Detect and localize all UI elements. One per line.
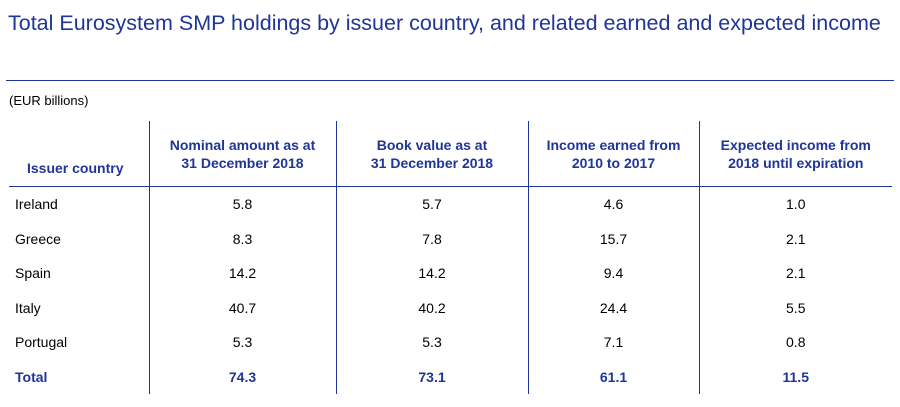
table-header-row: Issuer country Nominal amount as at 31 D… — [9, 121, 892, 187]
cell-book: 7.8 — [335, 221, 528, 256]
cell-country: Greece — [15, 230, 61, 247]
cell-nominal: 8.3 — [148, 221, 336, 256]
header-earned-line-1: Income earned from — [546, 136, 681, 153]
title-divider — [6, 80, 894, 81]
cell-total-nominal: 74.3 — [148, 359, 336, 394]
cell-nominal: 5.8 — [148, 186, 336, 222]
header-expected-line-1: Expected income from — [720, 136, 871, 153]
table-row: Spain 14.2 14.2 9.4 2.1 — [9, 256, 892, 291]
table-row: Greece 8.3 7.8 15.7 2.1 — [9, 221, 892, 256]
cell-earned: 24.4 — [527, 290, 699, 325]
cell-country: Portugal — [15, 334, 68, 351]
header-nominal-line-2: 31 December 2018 — [181, 154, 304, 171]
cell-country: Ireland — [15, 196, 58, 213]
header-book-line-2: 31 December 2018 — [370, 154, 494, 171]
header-issuer-country: Issuer country — [9, 121, 149, 187]
table-total-row: Total 74.3 73.1 61.1 11.5 — [9, 359, 892, 394]
header-nominal-amount: Nominal amount as at 31 December 2018 — [148, 121, 336, 187]
cell-expected: 1.0 — [698, 186, 892, 222]
header-earned-line-2: 2010 to 2017 — [571, 154, 656, 171]
cell-nominal: 14.2 — [148, 256, 336, 291]
cell-earned: 4.6 — [527, 186, 699, 222]
cell-book: 40.2 — [335, 290, 528, 325]
cell-expected: 2.1 — [698, 221, 892, 256]
header-book-value: Book value as at 31 December 2018 — [335, 121, 528, 187]
cell-country: Italy — [15, 299, 41, 316]
cell-nominal: 5.3 — [148, 325, 336, 360]
cell-earned: 15.7 — [527, 221, 699, 256]
header-expected-income: Expected income from 2018 until expirati… — [698, 121, 892, 187]
cell-book: 14.2 — [335, 256, 528, 291]
cell-expected: 0.8 — [698, 325, 892, 360]
cell-earned: 9.4 — [527, 256, 699, 291]
cell-total-book: 73.1 — [335, 359, 528, 394]
cell-book: 5.3 — [335, 325, 528, 360]
cell-book: 5.7 — [335, 186, 528, 222]
cell-country: Spain — [15, 265, 51, 282]
unit-label: (EUR billions) — [9, 93, 89, 108]
cell-total-expected: 11.5 — [698, 359, 892, 394]
table-row: Ireland 5.8 5.7 4.6 1.0 — [9, 186, 892, 222]
table-row: Portugal 5.3 5.3 7.1 0.8 — [9, 325, 892, 360]
cell-earned: 7.1 — [527, 325, 699, 360]
table-row: Italy 40.7 40.2 24.4 5.5 — [9, 290, 892, 325]
header-nominal-line-1: Nominal amount as at — [169, 136, 316, 153]
smp-holdings-table: Issuer country Nominal amount as at 31 D… — [9, 121, 892, 394]
cell-nominal: 40.7 — [148, 290, 336, 325]
cell-total-label: Total — [15, 368, 48, 385]
header-book-line-1: Book value as at — [376, 136, 488, 153]
cell-expected: 2.1 — [698, 256, 892, 291]
header-income-earned: Income earned from 2010 to 2017 — [527, 121, 699, 187]
header-expected-line-2: 2018 until expiration — [728, 154, 864, 171]
page-title: Total Eurosystem SMP holdings by issuer … — [8, 11, 881, 35]
cell-total-earned: 61.1 — [527, 359, 699, 394]
cell-expected: 5.5 — [698, 290, 892, 325]
